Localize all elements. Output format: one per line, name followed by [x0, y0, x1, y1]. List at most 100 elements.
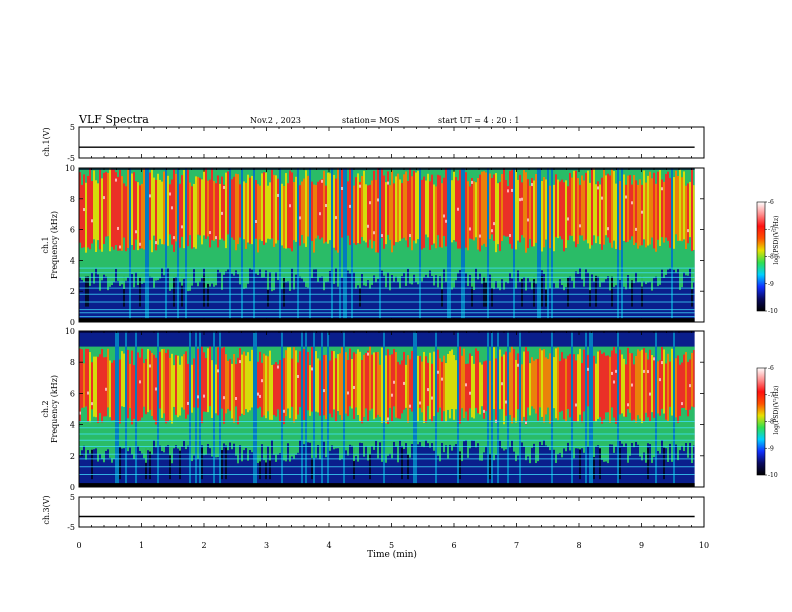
- spectrogram-cell: [185, 351, 187, 418]
- spectrogram-burst-column: [219, 331, 221, 487]
- spectrogram-cell: [469, 353, 471, 408]
- spectrogram-burst-column: [491, 331, 493, 487]
- spectrogram-cell: [499, 350, 501, 410]
- spectrogram-cell: [103, 173, 105, 244]
- spectrogram-cell: [545, 357, 547, 414]
- spectrogram-cell: [209, 231, 211, 234]
- spectrogram-cell: [495, 358, 497, 420]
- spectrogram-cell: [247, 352, 249, 412]
- spectrogram-cell: [687, 362, 689, 416]
- spectrogram-cell: [517, 180, 519, 241]
- spectrogram-cell: [553, 185, 555, 251]
- spectrogram-cell: [423, 352, 425, 423]
- spectrogram-burst-column: [571, 331, 573, 487]
- spectrogram-cell: [203, 395, 205, 398]
- y-tick-label: -5: [67, 523, 75, 532]
- spectrogram-cell: [627, 176, 629, 242]
- spectrogram-cell: [581, 175, 583, 235]
- spectrogram-cell: [335, 216, 337, 219]
- ch3-waveform-axes: 5-5: [67, 493, 704, 532]
- ch1-spectrogram-heatmap: [79, 168, 695, 322]
- spectrogram-cell: [367, 351, 369, 422]
- spectrogram-cell: [409, 234, 411, 237]
- spectrogram-cell: [123, 183, 125, 237]
- spectrogram-cell: [245, 183, 247, 249]
- spectrogram-cell: [217, 347, 219, 415]
- spectrogram-cell: [227, 171, 229, 234]
- ch1-waveform-axes: 5 -5: [67, 123, 704, 163]
- spectrogram-cell: [611, 169, 613, 248]
- figure-title: VLF Spectra: [78, 113, 149, 126]
- spectrogram-cell: [531, 178, 533, 247]
- spectrogram-cell: [309, 365, 311, 416]
- spectrogram-cell: [663, 182, 665, 243]
- spectrogram-cell: [311, 347, 313, 411]
- spectrogram-cell: [371, 180, 373, 248]
- spectrogram-cell: [499, 182, 501, 251]
- colorbar-tick-label: -6: [768, 365, 774, 372]
- spectrogram-cell: [519, 175, 521, 242]
- spectrogram-burst-column: [297, 168, 299, 322]
- spectrogram-cell: [525, 347, 527, 425]
- spectrogram-cell: [207, 181, 209, 237]
- spectrogram-cell: [681, 402, 683, 405]
- spectrogram-burst-column: [413, 331, 415, 487]
- spectrogram-cell: [223, 186, 225, 189]
- spectrogram-burst-column: [351, 168, 353, 322]
- spectrogram-cell: [245, 356, 247, 410]
- spectrogram-cell: [261, 173, 263, 241]
- spectrogram-cell: [409, 359, 411, 408]
- spectrogram-cell: [87, 349, 89, 422]
- spectrogram-cell: [199, 178, 201, 236]
- spectrogram-cell: [187, 170, 189, 246]
- spectrogram-cell: [669, 362, 671, 407]
- spectrogram-cell: [471, 178, 473, 239]
- spectrogram-cell: [473, 364, 475, 419]
- spectrogram-cell: [171, 354, 173, 424]
- spectrogram-cell: [651, 355, 653, 412]
- spectrogram-cell: [87, 392, 89, 395]
- spectrogram-cell: [161, 349, 163, 418]
- spectrogram-cell: [171, 180, 173, 245]
- spectrogram-cell: [597, 352, 599, 419]
- spectrogram-cell: [115, 179, 117, 182]
- spectrogram-cell: [357, 349, 359, 415]
- spectrogram-cell: [337, 168, 339, 253]
- spectrogram-burst-column: [507, 331, 509, 487]
- spectrogram-cell: [331, 351, 333, 417]
- spectrogram-cell: [457, 180, 459, 248]
- y-tick-label: 8: [70, 358, 75, 367]
- spectrogram-cell: [315, 351, 317, 412]
- spectrogram-cell: [259, 186, 261, 240]
- spectrogram-cell: [549, 353, 551, 423]
- spectrogram-burst-column: [617, 331, 619, 487]
- spectrogram-cell: [507, 186, 509, 236]
- spectrogram-cell: [555, 174, 557, 237]
- spectrogram-cell: [317, 358, 319, 412]
- spectrogram-cell: [87, 176, 89, 248]
- spectrogram-cell: [431, 364, 433, 422]
- spectrogram-cell: [599, 350, 601, 417]
- spectrogram-burst-column: [379, 168, 381, 322]
- spectrogram-cell: [693, 350, 695, 407]
- spectrogram-cell: [641, 211, 643, 214]
- spectrogram-cell: [505, 352, 507, 416]
- spectrogram-burst-column: [551, 331, 553, 487]
- spectrogram-cell: [357, 173, 359, 243]
- spectrogram-cell: [137, 352, 139, 421]
- spectrogram-cell: [541, 350, 543, 417]
- spectrogram-cell: [601, 197, 603, 200]
- spectrogram-cell: [341, 169, 343, 237]
- spectrogram-burst-column: [339, 168, 341, 322]
- spectrogram-cell: [637, 185, 639, 249]
- spectrogram-cell: [299, 185, 301, 245]
- spectrogram-burst-column: [177, 168, 179, 322]
- spectrogram-cell: [607, 355, 609, 412]
- time-tick-label: 4: [326, 541, 331, 550]
- spectrogram-cell: [375, 352, 377, 417]
- spectrogram-cell: [93, 357, 95, 417]
- spectrogram-cell: [385, 355, 387, 423]
- spectrogram-cell: [395, 352, 397, 418]
- spectrogram-cell: [353, 386, 355, 389]
- spectrogram-cell: [573, 354, 575, 421]
